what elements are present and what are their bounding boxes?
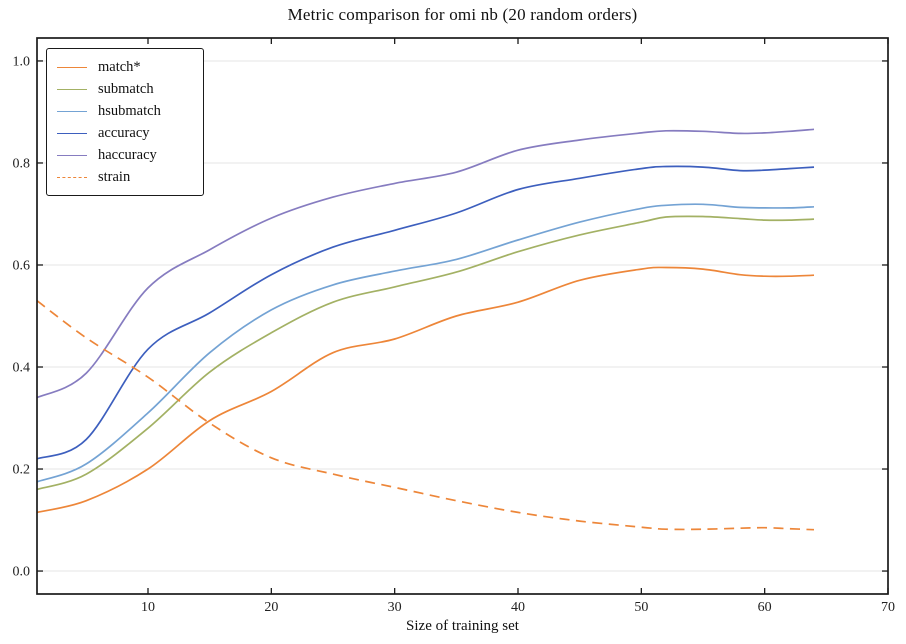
plot-border — [36, 37, 889, 595]
series-line-accuracy — [36, 165, 815, 460]
series-line-match — [36, 266, 815, 514]
legend-label: strain — [98, 168, 131, 185]
legend-label: match* — [98, 58, 141, 75]
legend-label: submatch — [98, 80, 154, 97]
x-tick-label: 30 — [388, 600, 402, 615]
chart-title: Metric comparison for omi nb (20 random … — [287, 5, 638, 24]
x-tick-label: 20 — [264, 600, 278, 615]
legend: match* submatch hsubmatch accuracy haccuracy… — [46, 48, 204, 196]
legend-item-haccuracy: haccuracy — [57, 144, 189, 166]
x-tick-label: 70 — [881, 600, 895, 615]
legend-label: haccuracy — [98, 146, 157, 163]
x-tick-label: 10 — [141, 600, 155, 615]
y-tick-label: 0.2 — [13, 463, 31, 478]
series-line-haccuracy — [36, 128, 815, 399]
legend-item-hsubmatch: hsubmatch — [57, 100, 189, 122]
series-line-strain — [36, 300, 815, 531]
legend-item-strain: strain — [57, 166, 189, 188]
legend-label: accuracy — [98, 124, 150, 141]
legend-line-sample — [57, 88, 87, 90]
legend-line-sample — [57, 132, 87, 134]
legend-item-match: match* — [57, 56, 189, 78]
legend-line-sample — [57, 110, 87, 112]
legend-item-submatch: submatch — [57, 78, 189, 100]
y-tick-label: 0.8 — [13, 156, 31, 171]
x-tick-label: 60 — [758, 600, 772, 615]
legend-line-sample — [57, 154, 87, 156]
x-tick-label: 50 — [634, 600, 648, 615]
legend-item-accuracy: accuracy — [57, 122, 189, 144]
x-tick-label: 40 — [511, 600, 525, 615]
x-axis-label: Size of training set — [406, 618, 519, 634]
y-tick-label: 0.0 — [13, 565, 31, 580]
series-line-submatch — [36, 215, 815, 491]
y-tick-label: 0.6 — [13, 258, 31, 273]
series-line-hsubmatch — [36, 203, 815, 483]
legend-line-sample — [57, 176, 87, 178]
legend-label: hsubmatch — [98, 102, 161, 119]
legend-line-sample — [57, 66, 87, 68]
y-tick-label: 0.4 — [13, 361, 31, 376]
y-tick-label: 1.0 — [13, 54, 31, 69]
